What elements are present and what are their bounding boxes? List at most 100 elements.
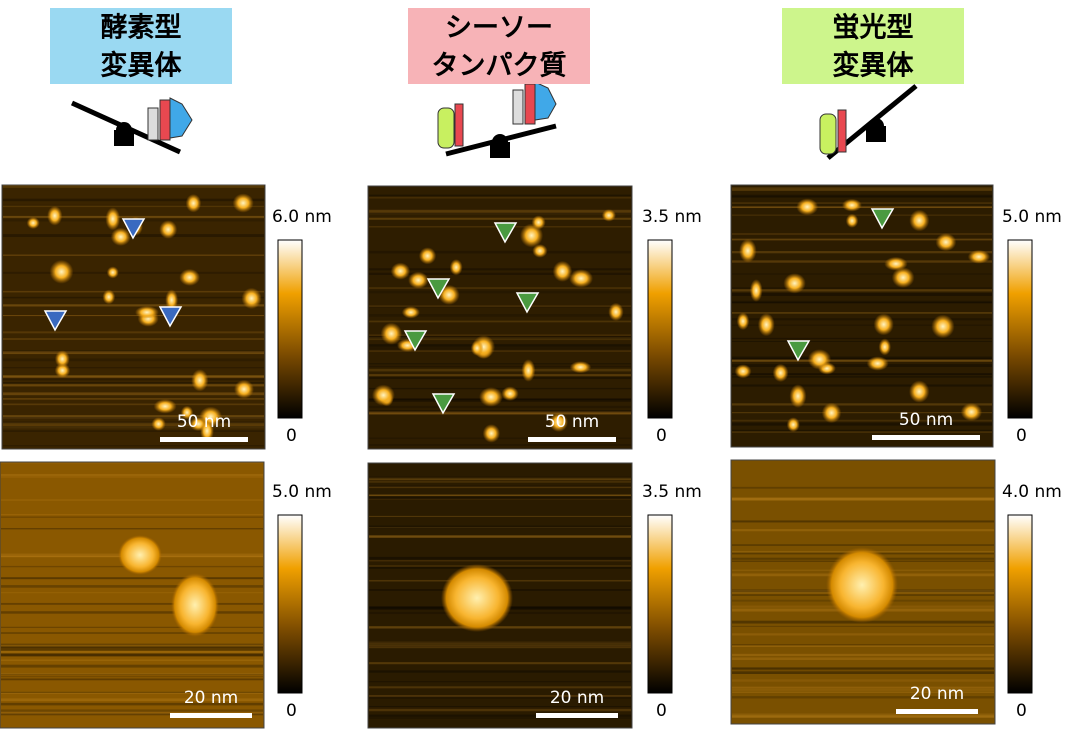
arrowhead [426, 278, 451, 300]
streak [3, 351, 264, 355]
streak [369, 705, 631, 708]
particle [552, 260, 573, 282]
streak [1, 673, 263, 675]
particle [241, 287, 262, 310]
streak [369, 696, 631, 699]
scale-bar [872, 435, 980, 440]
particle [845, 213, 859, 228]
scale-bar-label: 50 nm [545, 412, 599, 432]
particle [380, 322, 403, 345]
particle [786, 417, 800, 433]
molecule [171, 573, 219, 637]
column-title: タンパク質 [432, 51, 567, 82]
streak [732, 364, 992, 368]
streak [732, 214, 992, 216]
colorbar-max: 4.0 nm [1002, 482, 1062, 502]
streak [369, 272, 631, 275]
streak [369, 334, 631, 336]
particle [967, 249, 991, 264]
streak [1, 585, 263, 588]
streak [732, 429, 992, 433]
streak [732, 300, 992, 304]
afm-image [367, 185, 633, 450]
particle [519, 223, 544, 248]
streak [732, 691, 994, 693]
streak [369, 686, 631, 689]
icon-enzyme [70, 97, 193, 155]
streak [732, 251, 992, 254]
streak [732, 373, 992, 376]
streak [3, 384, 264, 387]
particle [789, 384, 807, 409]
particle [783, 273, 806, 294]
particle [531, 215, 546, 230]
particle [179, 268, 200, 286]
particle [159, 220, 178, 239]
streak [732, 679, 994, 682]
streak [369, 556, 631, 560]
streak [3, 331, 264, 334]
scale-bar [896, 709, 978, 714]
streak [732, 195, 992, 198]
streak [732, 625, 994, 627]
streak [3, 392, 264, 396]
streak [369, 268, 631, 271]
streak [1, 698, 263, 702]
streak [732, 422, 992, 426]
streak [369, 559, 631, 562]
streak [732, 633, 994, 636]
particle [608, 302, 624, 322]
streak [369, 194, 631, 196]
particle [153, 399, 177, 414]
particle [151, 417, 166, 431]
streak [1, 659, 263, 661]
streak [1, 626, 263, 628]
streak [369, 412, 631, 415]
scale-bar-label: 50 nm [899, 410, 953, 430]
streak [732, 359, 992, 362]
scale-bar [528, 437, 616, 442]
streak [732, 529, 994, 532]
particle [449, 259, 463, 276]
streak [3, 425, 264, 429]
streak [3, 445, 264, 447]
streak [369, 708, 631, 712]
streak [369, 498, 631, 500]
particle [165, 289, 179, 311]
streak [3, 350, 264, 353]
colorbar [647, 239, 673, 419]
streak [369, 494, 631, 496]
particle [200, 419, 214, 443]
afm-image [730, 184, 994, 448]
arrowhead [158, 306, 183, 328]
streak [3, 296, 264, 299]
particle [106, 266, 119, 279]
colorbar-max: 5.0 nm [272, 482, 332, 502]
arrowhead [493, 222, 518, 244]
streak [369, 320, 631, 323]
streak [369, 410, 631, 413]
arrowhead [431, 393, 456, 415]
streak [3, 358, 264, 362]
particle [438, 284, 460, 305]
colorbar-min: 0 [656, 426, 667, 446]
particle [866, 356, 889, 371]
colorbar [1007, 514, 1033, 694]
streak [369, 197, 631, 199]
streak [1, 643, 263, 646]
colorbar [1007, 239, 1033, 419]
streak [732, 520, 994, 523]
streak [369, 527, 631, 529]
image-bg [0, 461, 265, 729]
streak [369, 377, 631, 380]
streak [3, 423, 264, 426]
streak [3, 204, 264, 206]
streak [1, 692, 263, 694]
image-bg [730, 184, 994, 448]
streak [369, 644, 631, 647]
colorbar-min: 0 [1016, 426, 1027, 446]
streak [369, 626, 631, 629]
scale-bar [160, 437, 248, 442]
arrowhead [403, 330, 428, 352]
